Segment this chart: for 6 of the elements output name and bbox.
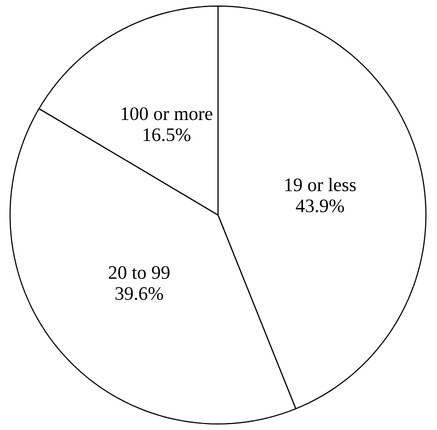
data-label: 39.6%: [116, 287, 164, 300]
data-label: 43.9%: [296, 199, 344, 212]
slice-label: 100 or more: [122, 107, 212, 120]
slice-label: 20 to 99: [108, 266, 170, 279]
slice-label: 19 or less: [285, 178, 356, 192]
data-label: 16.5%: [144, 128, 190, 142]
